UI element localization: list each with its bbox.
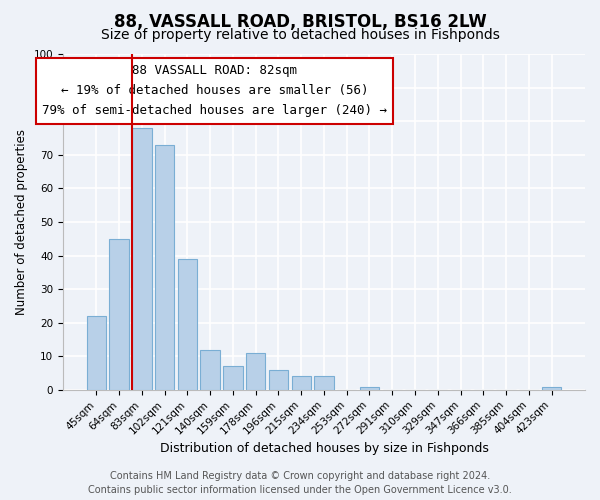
Bar [360,386,379,390]
Bar [109,238,129,390]
Bar [132,128,152,390]
Bar [200,350,220,390]
Bar [223,366,242,390]
Y-axis label: Number of detached properties: Number of detached properties [15,129,28,315]
Text: Size of property relative to detached houses in Fishponds: Size of property relative to detached ho… [101,28,499,42]
Text: Contains HM Land Registry data © Crown copyright and database right 2024.
Contai: Contains HM Land Registry data © Crown c… [88,471,512,495]
Bar [269,370,288,390]
Bar [314,376,334,390]
Bar [542,386,561,390]
Bar [246,353,265,390]
X-axis label: Distribution of detached houses by size in Fishponds: Distribution of detached houses by size … [160,442,488,455]
Bar [292,376,311,390]
Text: 88, VASSALL ROAD, BRISTOL, BS16 2LW: 88, VASSALL ROAD, BRISTOL, BS16 2LW [113,12,487,30]
Bar [86,316,106,390]
Bar [155,144,174,390]
Text: 88 VASSALL ROAD: 82sqm
← 19% of detached houses are smaller (56)
79% of semi-det: 88 VASSALL ROAD: 82sqm ← 19% of detached… [42,64,387,118]
Bar [178,259,197,390]
